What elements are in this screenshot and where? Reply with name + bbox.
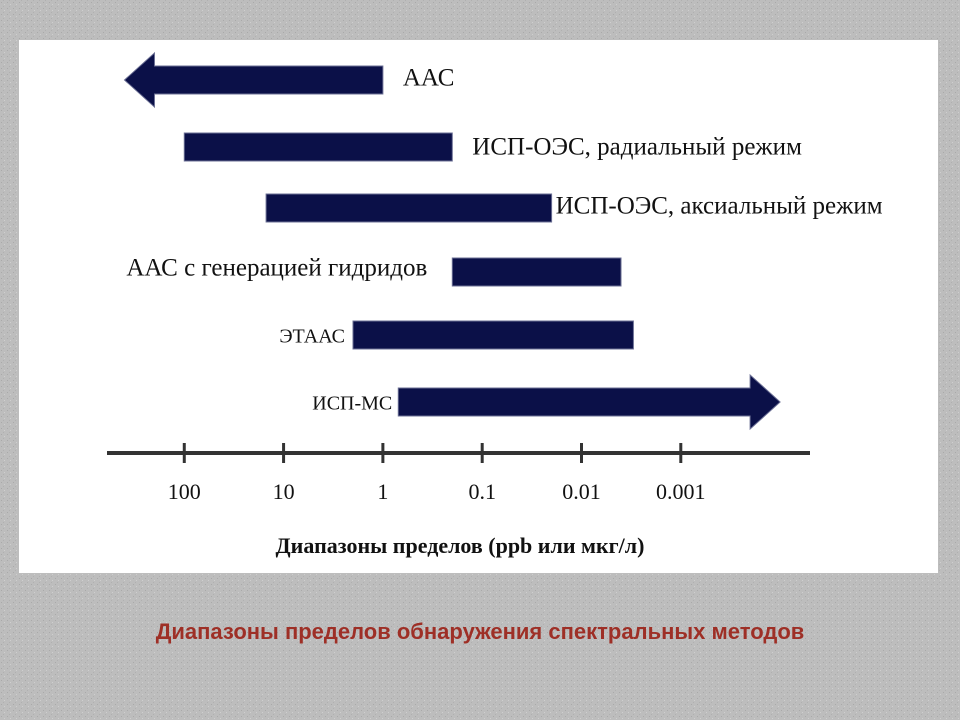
x-axis-title: Диапазоны пределов (ppb или мкг/л) (276, 533, 645, 558)
range-bar (352, 320, 634, 350)
x-tick-label: 0.1 (468, 479, 496, 504)
x-tick-label: 10 (273, 479, 295, 504)
x-tick-label: 0.001 (656, 479, 706, 504)
range-arrow (123, 51, 384, 109)
range-label: ААС (403, 65, 455, 92)
range-bar (265, 193, 553, 223)
chart-panel (19, 40, 938, 573)
caption: Диапазоны пределов обнаружения спектраль… (156, 619, 805, 644)
x-tick-label: 100 (168, 479, 201, 504)
range-label: ИСП-ОЭС, радиальный режим (472, 134, 802, 161)
range-bar (183, 132, 453, 162)
range-label: ИСП-ОЭС, аксиальный режим (556, 193, 883, 220)
range-arrow (397, 373, 781, 431)
x-tick-label: 0.01 (562, 479, 601, 504)
x-tick-label: 1 (377, 479, 388, 504)
range-bar (451, 257, 622, 287)
range-label: ИСП-МС (312, 393, 392, 415)
range-label: ЭТААС (279, 326, 345, 348)
range-label: ААС с генерацией гидридов (126, 255, 427, 282)
